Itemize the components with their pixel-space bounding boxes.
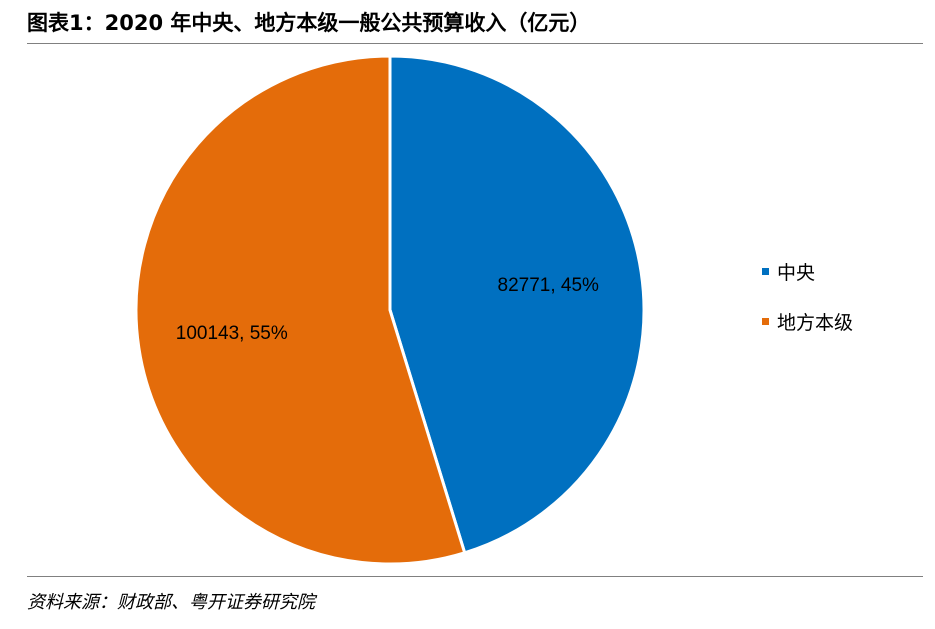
legend-swatch-central: [762, 267, 769, 275]
legend-label-local: 地方本级: [777, 311, 854, 334]
data-label-local: 100143, 55%: [176, 323, 288, 344]
bottom-divider: [27, 576, 923, 577]
chart-title: 图表1：2020 年中央、地方本级一般公共预算收入（亿元）: [27, 11, 591, 35]
top-divider: [27, 43, 923, 44]
legend-item-local: 地方本级: [762, 307, 853, 335]
legend: 中央 地方本级: [762, 257, 853, 357]
data-label-central: 82771, 45%: [498, 275, 600, 296]
source-note: 资料来源：财政部、粤开证券研究院: [27, 592, 315, 613]
pie-slice-central: [388, 54, 646, 555]
legend-swatch-local: [762, 317, 769, 325]
legend-item-central: 中央: [762, 257, 853, 285]
pie-slice-local: [134, 54, 467, 566]
legend-label-central: 中央: [777, 261, 816, 284]
